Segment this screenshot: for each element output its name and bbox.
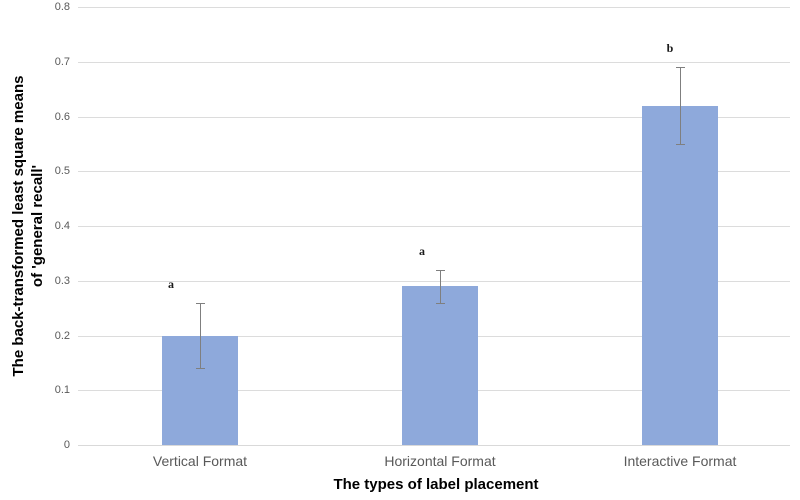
y-tick-label: 0.4 <box>54 220 70 232</box>
error-bar-line <box>680 67 681 144</box>
x-axis-line <box>78 445 790 446</box>
gridline <box>78 7 790 8</box>
y-tick-label: 0.6 <box>54 110 70 123</box>
error-bar-cap <box>435 269 445 271</box>
error-bar-line <box>440 269 441 303</box>
y-tick-label: 0.3 <box>54 274 70 287</box>
error-bar-cap <box>435 302 445 304</box>
gridline <box>78 171 790 173</box>
error-bar-cap <box>195 302 205 304</box>
significance-letter: a <box>419 243 425 258</box>
bar-horizontal-format <box>402 286 478 445</box>
y-tick-label: 0.5 <box>54 165 70 178</box>
significance-letter: b <box>666 41 674 56</box>
error-bar-cap <box>195 368 205 370</box>
y-tick-label: 0.8 <box>54 1 70 13</box>
category-label: Interactive Format <box>623 453 737 469</box>
error-bar-cap <box>675 67 685 69</box>
x-axis-title: The types of label placement <box>333 476 539 493</box>
gridline <box>78 116 790 118</box>
y-tick-label: 0.7 <box>54 55 70 68</box>
y-tick-label: 0.2 <box>54 329 70 342</box>
error-bar-line <box>200 302 201 369</box>
gridline <box>78 61 790 63</box>
y-tick-label: 0 <box>63 439 70 451</box>
gridline <box>78 280 790 282</box>
category-label: Horizontal Format <box>384 453 496 469</box>
error-bar-cap <box>675 143 685 145</box>
y-tick-label: 0.1 <box>54 384 70 397</box>
gridline <box>78 226 790 227</box>
bar-interactive-format <box>642 105 718 445</box>
category-label: Vertical Format <box>152 453 248 469</box>
significance-letter: a <box>168 276 174 291</box>
